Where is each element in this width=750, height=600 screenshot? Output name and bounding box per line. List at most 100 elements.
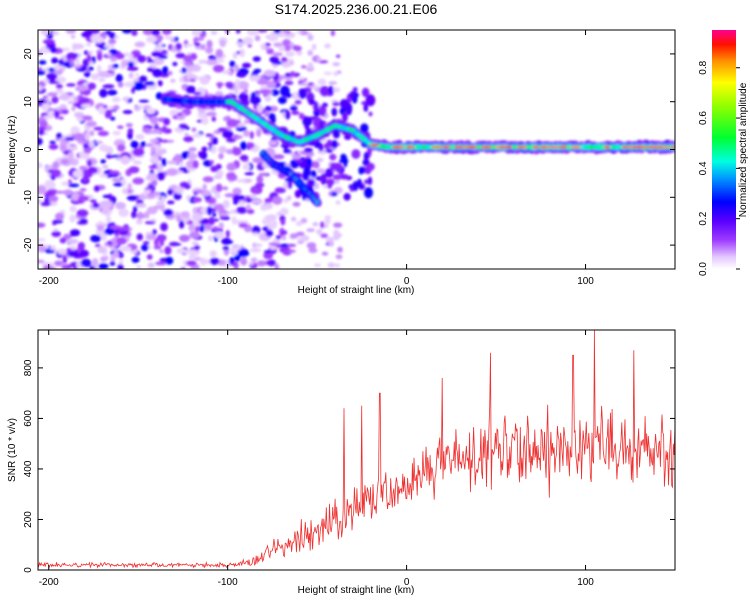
noise-blob xyxy=(111,178,123,182)
noise-blob xyxy=(178,123,188,130)
noise-blob xyxy=(105,148,110,153)
noise-blob xyxy=(84,132,90,141)
transition-blob xyxy=(290,105,298,111)
noise-blob xyxy=(95,140,104,144)
noise-blob xyxy=(38,238,46,242)
noise-blob xyxy=(206,206,213,216)
figure-title: S174.2025.236.00.21.E06 xyxy=(275,1,438,17)
noise-blob xyxy=(192,160,199,169)
noise-blob xyxy=(237,42,246,46)
transition-blob xyxy=(298,88,307,99)
noise-blob xyxy=(103,43,116,49)
transition-blob xyxy=(351,149,361,159)
noise-blob xyxy=(217,170,224,177)
noise-blob xyxy=(135,203,147,208)
noise-blob xyxy=(148,165,158,170)
ridge-hot xyxy=(531,145,540,149)
noise-blob xyxy=(229,262,238,266)
noise-blob xyxy=(269,140,278,146)
noise-blob xyxy=(51,31,60,36)
noise-blob xyxy=(90,73,99,81)
noise-blob xyxy=(110,116,116,121)
transition-blob xyxy=(363,151,369,161)
noise-blob xyxy=(300,82,309,87)
noise-blob xyxy=(100,159,106,164)
transition-blob xyxy=(330,191,338,197)
noise-blob xyxy=(296,231,305,236)
noise-blob xyxy=(64,136,75,141)
noise-blob xyxy=(90,234,102,243)
noise-blob xyxy=(267,259,276,267)
spectrogram-ytick-label: -10 xyxy=(23,190,34,205)
noise-blob xyxy=(209,250,217,258)
noise-blob xyxy=(149,129,162,134)
noise-blob xyxy=(236,179,247,183)
noise-blob xyxy=(212,226,219,231)
noise-blob xyxy=(316,228,323,235)
noise-blob xyxy=(127,128,134,135)
noise-blob xyxy=(202,176,214,183)
noise-blob xyxy=(69,229,81,237)
noise-blob xyxy=(193,244,200,251)
noise-blob xyxy=(96,64,102,73)
noise-blob xyxy=(38,199,42,203)
noise-blob xyxy=(178,161,184,167)
noise-blob xyxy=(332,62,341,67)
noise-blob xyxy=(38,67,43,71)
transition-blob xyxy=(328,85,334,95)
noise-blob xyxy=(181,152,189,160)
noise-blob xyxy=(127,183,132,190)
noise-blob xyxy=(163,209,174,217)
noise-blob xyxy=(219,216,231,220)
ridge-hot xyxy=(453,145,465,149)
noise-blob xyxy=(222,130,234,139)
noise-blob xyxy=(263,251,274,260)
spectrogram-xtick-label: -100 xyxy=(218,276,238,287)
noise-blob xyxy=(106,154,113,159)
noise-blob xyxy=(249,248,262,253)
noise-blob xyxy=(135,134,145,140)
noise-blob xyxy=(86,42,91,47)
noise-blob xyxy=(144,81,156,86)
noise-blob xyxy=(38,126,47,131)
noise-blob xyxy=(247,44,252,48)
noise-blob xyxy=(191,241,199,246)
noise-blob xyxy=(286,195,292,201)
noise-blob xyxy=(180,211,190,218)
noise-blob xyxy=(185,85,196,94)
noise-blob xyxy=(138,99,150,103)
noise-blob xyxy=(160,222,168,232)
noise-blob xyxy=(285,51,295,57)
noise-blob xyxy=(264,42,271,47)
noise-blob xyxy=(201,116,209,125)
noise-blob xyxy=(89,130,95,137)
ridge-hot xyxy=(661,145,670,149)
noise-blob xyxy=(134,41,146,48)
noise-blob xyxy=(335,263,340,268)
noise-blob xyxy=(167,70,173,76)
noise-blob xyxy=(256,104,263,113)
noise-blob xyxy=(79,249,90,258)
noise-blob xyxy=(214,192,221,199)
noise-blob xyxy=(121,177,127,187)
noise-blob xyxy=(235,30,241,34)
transition-blob xyxy=(352,87,358,92)
noise-blob xyxy=(102,84,115,89)
noise-blob xyxy=(67,100,75,105)
snr-xtick-label: 100 xyxy=(577,577,594,588)
spectrogram-ylabel: Frequency (Hz) xyxy=(7,116,18,185)
noise-blob xyxy=(241,62,252,69)
noise-blob xyxy=(126,195,138,201)
noise-blob xyxy=(263,69,276,78)
snr-background xyxy=(38,330,675,570)
noise-blob xyxy=(68,151,74,160)
noise-blob xyxy=(330,30,335,37)
noise-blob xyxy=(66,52,77,61)
noise-blob xyxy=(307,49,314,56)
noise-blob xyxy=(157,80,163,87)
noise-blob xyxy=(104,255,109,261)
ridge-hot xyxy=(569,145,582,149)
noise-blob xyxy=(117,144,126,152)
noise-blob xyxy=(187,152,198,160)
snr-ticks: -200 -100 0 100 0 200 400 600 800 xyxy=(23,330,675,588)
